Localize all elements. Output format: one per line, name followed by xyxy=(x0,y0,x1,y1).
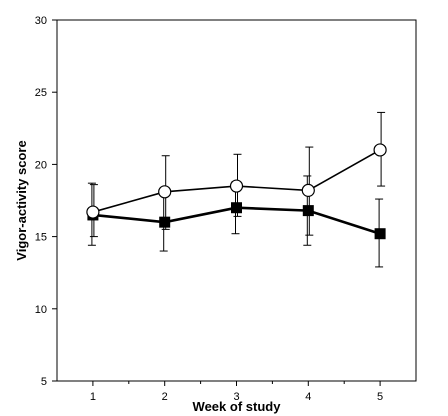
x-tick-label: 3 xyxy=(233,391,239,403)
data-point-circle xyxy=(158,185,172,199)
data-point-circle xyxy=(301,183,315,197)
y-axis: 5 10 15 20 25 30 xyxy=(35,15,57,388)
data-point-circle xyxy=(229,179,244,193)
x-tick-label: 4 xyxy=(305,391,311,403)
data-point-square xyxy=(231,202,242,214)
x-tick-label: 1 xyxy=(90,391,96,403)
data-point-square xyxy=(159,216,171,228)
series-open-circle xyxy=(86,111,387,238)
y-tick-label: 20 xyxy=(35,159,47,171)
data-point-square xyxy=(374,228,386,240)
y-tick-label: 25 xyxy=(35,87,47,99)
data-point-circle xyxy=(86,205,100,219)
series-layer xyxy=(86,111,387,268)
y-tick-label: 15 xyxy=(35,232,47,244)
x-axis-title: Week of study xyxy=(193,399,282,414)
x-tick-label: 2 xyxy=(162,391,168,403)
x-axis: 1 2 3 4 5 xyxy=(90,381,383,403)
data-point-square xyxy=(302,205,314,217)
data-point-circle xyxy=(373,143,387,157)
plot-area-frame xyxy=(56,19,417,382)
y-axis-title: Vigor-activity score xyxy=(14,140,29,260)
y-tick-label: 10 xyxy=(35,304,47,316)
y-tick-label: 5 xyxy=(41,376,47,388)
x-tick-label: 5 xyxy=(377,391,383,403)
y-tick-label: 30 xyxy=(35,15,47,27)
